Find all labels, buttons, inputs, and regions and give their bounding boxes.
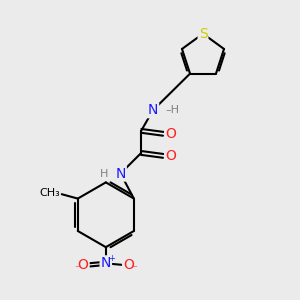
Text: H: H [100, 169, 108, 178]
Text: –H: –H [165, 105, 179, 115]
Text: O: O [165, 127, 176, 141]
Text: O: O [165, 149, 176, 163]
Text: ⁻: ⁻ [131, 264, 137, 274]
Text: N: N [148, 103, 158, 117]
Text: N: N [100, 256, 111, 270]
Text: CH₃: CH₃ [39, 188, 60, 198]
Text: +: + [108, 254, 115, 262]
Text: ⁻: ⁻ [74, 264, 80, 274]
Text: N: N [116, 167, 126, 181]
Text: O: O [123, 258, 134, 272]
Text: O: O [78, 258, 88, 272]
Text: S: S [199, 27, 207, 41]
